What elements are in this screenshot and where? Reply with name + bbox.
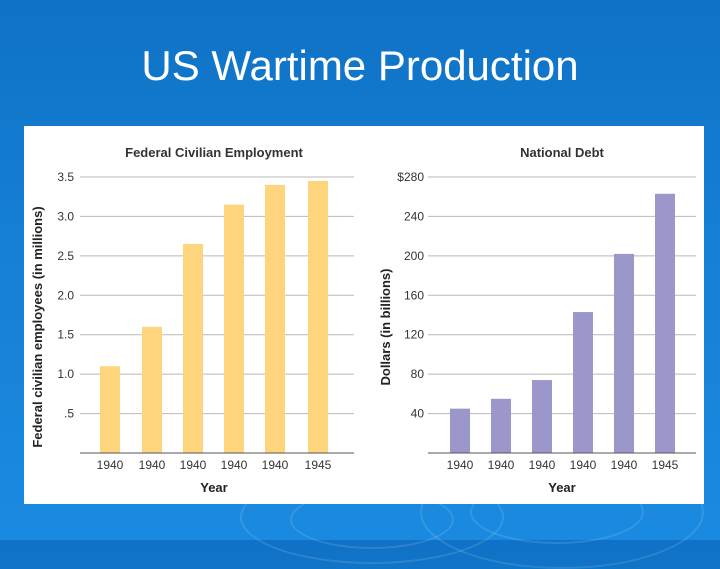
employment-x-tick-label: 1940 — [180, 458, 207, 472]
debt-x-tick-label: 1940 — [570, 458, 597, 472]
employment-y-tick-label: 2.0 — [57, 288, 74, 302]
employment-x-tick-label: 1940 — [262, 458, 289, 472]
employment-y-tick-label: 2.5 — [57, 249, 74, 263]
employment-bar — [265, 184, 285, 453]
debt-bar — [573, 312, 593, 453]
employment-x-tick-label: 1940 — [221, 458, 248, 472]
employment-x-tick-label: 1945 — [305, 458, 332, 472]
debt-bar — [491, 398, 511, 453]
debt-x-tick-label: 1945 — [652, 458, 679, 472]
debt-x-tick-label: 1940 — [488, 458, 515, 472]
employment-x-tick-label: 1940 — [139, 458, 166, 472]
employment-y-tick-label: 3.5 — [57, 170, 74, 184]
debt-x-tick-label: 1940 — [611, 458, 638, 472]
debt-bar — [655, 193, 675, 453]
debt-y-tick-label: 40 — [411, 407, 425, 421]
debt-bar — [450, 408, 470, 453]
employment-bar — [308, 180, 328, 453]
employment-x-tick-label: 1940 — [97, 458, 124, 472]
debt-x-tick-label: 1940 — [447, 458, 474, 472]
employment-y-tick-label: 3.0 — [57, 209, 74, 223]
debt-x-tick-label: 1940 — [529, 458, 556, 472]
debt-y-tick-label: 240 — [404, 209, 424, 223]
employment-bar — [142, 326, 162, 453]
employment-bar — [100, 366, 120, 453]
debt-y-tick-label: 80 — [411, 367, 425, 381]
employment-bar — [224, 204, 244, 453]
employment-y-tick-label: 1.5 — [57, 328, 74, 342]
employment-chart-title: Federal Civilian Employment — [125, 145, 303, 160]
debt-y-axis-label: Dollars (in billions) — [378, 268, 393, 385]
debt-chart-title: National Debt — [520, 145, 604, 160]
employment-bar — [183, 244, 203, 453]
employment-y-tick-label: 1.0 — [57, 367, 74, 381]
debt-bar — [532, 380, 552, 453]
debt-x-axis-label: Year — [548, 480, 575, 495]
debt-y-tick-label: $280 — [397, 170, 424, 184]
debt-y-tick-label: 200 — [404, 249, 424, 263]
slide-title: US Wartime Production — [141, 42, 579, 89]
employment-y-tick-label: .5 — [64, 407, 74, 421]
employment-y-axis-label: Federal civilian employees (in millions) — [30, 206, 45, 447]
chart-panel: Federal Civilian Employment .5 1.0 1.5 2.0 2.… — [24, 126, 704, 504]
debt-y-tick-label: 160 — [404, 288, 424, 302]
charts-svg: Federal Civilian Employment .5 1.0 1.5 2.0 2.… — [30, 145, 696, 495]
debt-y-tick-label: 120 — [404, 328, 424, 342]
debt-bar — [614, 253, 634, 453]
employment-x-axis-label: Year — [200, 480, 227, 495]
